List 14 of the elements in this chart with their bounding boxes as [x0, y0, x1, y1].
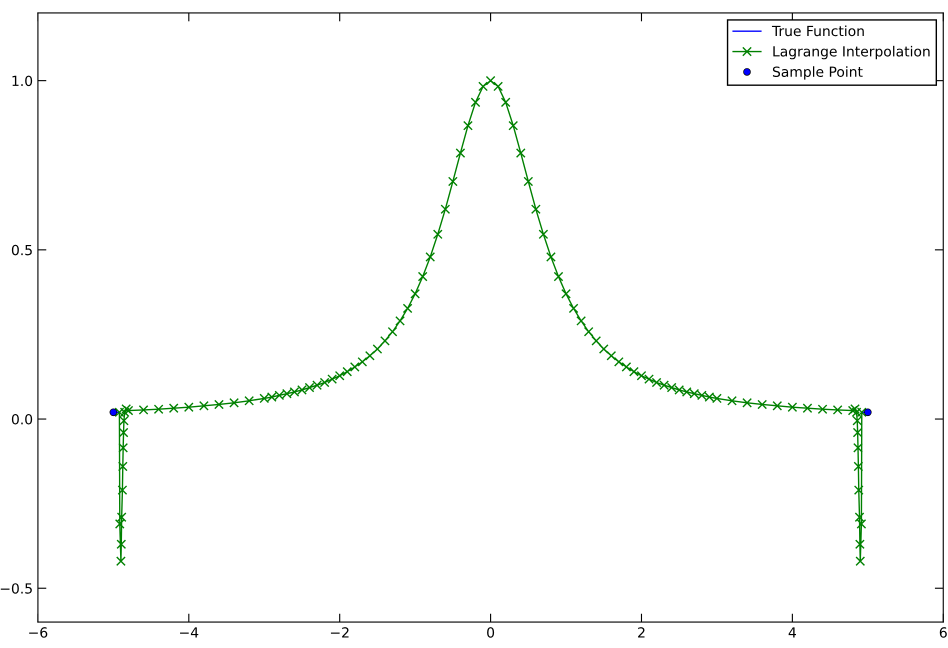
x-tick-label: −6: [29, 627, 48, 638]
legend-label: True Function: [772, 25, 864, 36]
x-tick-label: 4: [788, 627, 796, 638]
x-tick-label: 0: [487, 627, 494, 638]
y-tick-label: −0.5: [0, 583, 32, 594]
x-tick-label: −4: [180, 627, 198, 638]
y-tick-label: 1.0: [12, 76, 32, 86]
legend-label: Sample Point: [772, 66, 863, 80]
y-tick-label: 0.5: [12, 244, 32, 256]
x-tick-label: 2: [638, 627, 645, 638]
legend-label: Lagrange Interpolation: [773, 46, 930, 60]
x-tick-label: 6: [940, 627, 947, 638]
x-tick-label: −2: [330, 627, 349, 638]
y-tick-label: 0.0: [12, 414, 32, 425]
